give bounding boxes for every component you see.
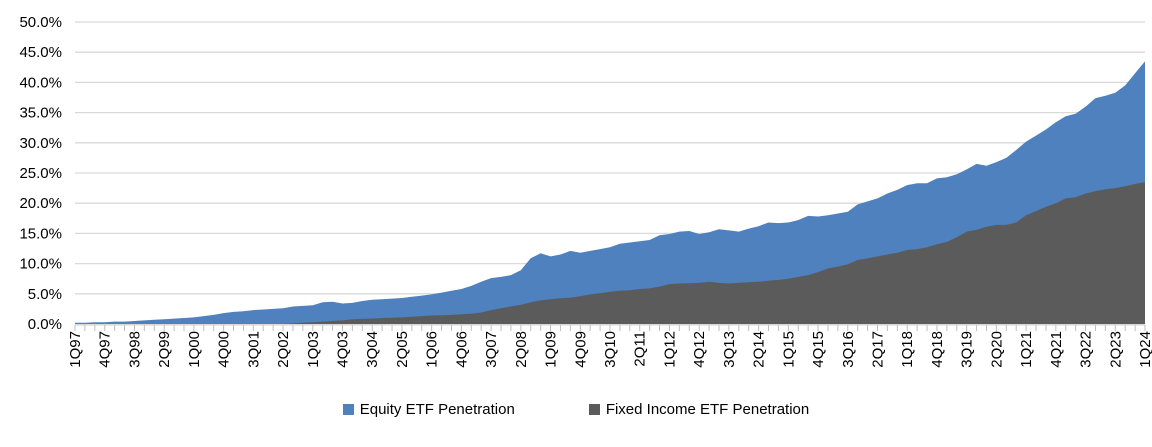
legend-item-fixed-income: Fixed Income ETF Penetration [588,401,810,418]
x-tick-label: 3Q07 [483,331,500,368]
chart-canvas: 0.0% 5.0% 10.0% 15.0% 20.0% 25.0% 30.0% 35.0% 40… [19,14,1152,368]
x-tick-label: 1Q15 [780,331,797,368]
x-tick-label: 2Q11 [632,331,649,367]
x-tick-label: 3Q13 [721,331,738,368]
x-tick-label: 3Q01 [245,331,262,368]
x-tick-label: 1Q09 [543,331,560,368]
x-tick-label: 1Q12 [661,331,678,368]
legend-swatch-fixed-income-icon [588,404,600,415]
y-tick-label: 10.0% [19,256,62,273]
y-tick-label: 25.0% [19,165,62,182]
x-tick-label: 4Q21 [1048,331,1065,368]
x-tick-label: 3Q22 [1078,331,1095,368]
x-tick-label: 4Q12 [691,331,708,368]
x-tick-label: 3Q98 [126,331,143,368]
x-tick-label: 1Q06 [424,331,441,368]
y-tick-label: 0.0% [28,316,62,333]
legend-item-equity: Equity ETF Penetration [342,401,515,418]
x-tick-label: 4Q03 [335,331,352,368]
x-tick-label: 3Q10 [602,331,619,368]
x-tick-label: 2Q20 [988,331,1005,368]
x-tick-label: 4Q15 [810,331,827,368]
x-tick-label: 3Q04 [364,331,381,368]
y-tick-label: 30.0% [19,135,62,152]
legend-swatch-equity-icon [342,404,354,415]
y-tick-label: 45.0% [19,44,62,61]
x-tick-label: 2Q08 [513,331,530,368]
x-tick-label: 4Q18 [929,331,946,368]
chart-legend: Equity ETF Penetration Fixed Income ETF … [0,401,1152,418]
x-tick-label: 3Q19 [959,331,976,368]
x-tick-label: 2Q23 [1107,331,1124,368]
x-tick-label: 2Q14 [751,331,768,368]
y-tick-label: 20.0% [19,195,62,212]
x-tick-label: 4Q09 [572,331,589,368]
x-tick-label: 1Q03 [305,331,322,368]
y-tick-label: 40.0% [19,74,62,91]
x-tick-label: 2Q99 [156,331,173,368]
x-tick-label: 1Q18 [899,331,916,368]
x-tick-label: 4Q00 [216,331,233,368]
x-tick-label: 4Q97 [97,331,114,368]
x-tick-label: 2Q05 [394,331,411,368]
x-tick-label: 2Q17 [870,331,887,368]
x-tick-label: 1Q97 [67,331,84,368]
y-tick-label: 50.0% [19,14,62,31]
x-tick-label: 2Q02 [275,331,292,368]
y-tick-label: 15.0% [19,225,62,242]
x-tick-label: 1Q21 [1018,331,1035,368]
x-tick-label: 4Q06 [453,331,470,368]
x-tick-label: 1Q00 [186,331,203,368]
x-tick-label: 1Q24 [1137,331,1152,368]
y-tick-label: 35.0% [19,105,62,122]
legend-label-equity: Equity ETF Penetration [359,401,515,418]
x-tick-label: 3Q16 [840,331,857,368]
fixed-income-area [75,182,1145,324]
legend-label-fixed-income: Fixed Income ETF Penetration [605,401,810,418]
y-tick-label: 5.0% [28,286,62,303]
